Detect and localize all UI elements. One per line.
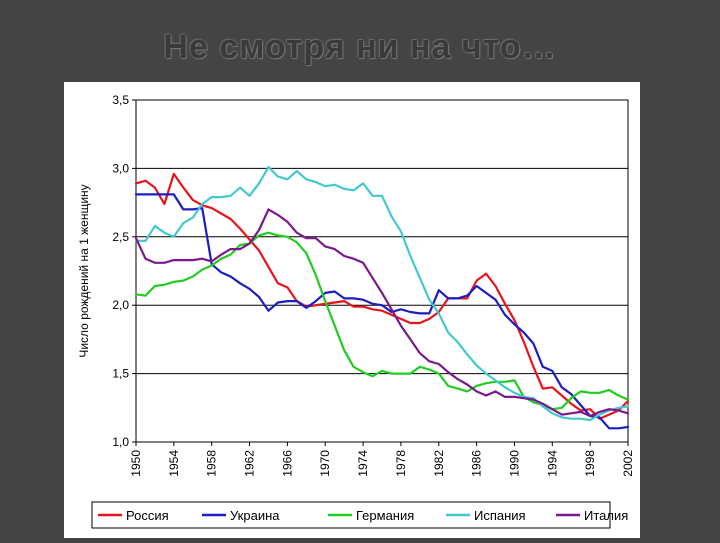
x-tick-label: 1974: [356, 450, 370, 477]
y-tick-label: 1,5: [112, 367, 129, 381]
x-tick-label: 1990: [507, 450, 521, 477]
y-tick-label: 2,5: [112, 230, 129, 244]
x-tick-label: 1970: [318, 450, 332, 477]
x-axis-ticks: 1950 1954 1958 1962 1966 1970 1974 1978 1982 1986…: [129, 442, 635, 477]
x-tick-label: 1958: [205, 450, 219, 477]
slide-title: Не смотря ни на что…: [163, 28, 557, 66]
x-tick-label: 1998: [583, 450, 597, 477]
legend-label: Испания: [474, 508, 526, 523]
x-tick-label: 1978: [394, 450, 408, 477]
y-tick-label: 3,5: [112, 93, 129, 107]
x-tick-label: 2002: [621, 450, 635, 477]
y-tick-label: 2,0: [112, 298, 129, 312]
x-tick-label: 1966: [280, 450, 294, 477]
fertility-line-chart: 1,01,52,02,53,03,5 1950 1954 1958 1962 1966 1…: [77, 93, 635, 529]
legend-label: Германия: [356, 508, 414, 523]
series-line-Россия: [134, 172, 630, 420]
chart-legend: Россия Украина Германия Испания Италия: [91, 501, 628, 529]
series-line-Италия: [134, 208, 630, 418]
y-tick-label: 3,0: [112, 161, 129, 175]
series-lines: [134, 165, 630, 430]
x-tick-label: 1986: [470, 450, 484, 477]
y-axis-ticks: 1,0 1,5 2,0 2,5 3,0 3,5: [112, 93, 136, 449]
legend-label: Италия: [584, 508, 628, 523]
x-tick-label: 1950: [129, 450, 143, 477]
x-tick-label: 1982: [432, 450, 446, 477]
x-tick-label: 1994: [545, 450, 559, 477]
series-line-Украина: [134, 193, 630, 430]
x-tick-label: 1954: [167, 450, 181, 477]
chart-gridlines: [136, 99, 628, 443]
y-tick-label: 1,0: [112, 435, 129, 449]
legend-label: Россия: [126, 508, 169, 523]
x-tick-label: 1962: [243, 450, 257, 477]
y-axis-label: Число рождений на 1 женщину: [77, 184, 91, 357]
chart-frame: 1,0 1,5 2,0 2,5 3,0 3,5 1950 1954 1958 1962 1966 1…: [64, 82, 640, 538]
plot-area: [135, 99, 629, 443]
legend-label: Украина: [230, 508, 280, 523]
series-line-Испания: [134, 165, 630, 422]
